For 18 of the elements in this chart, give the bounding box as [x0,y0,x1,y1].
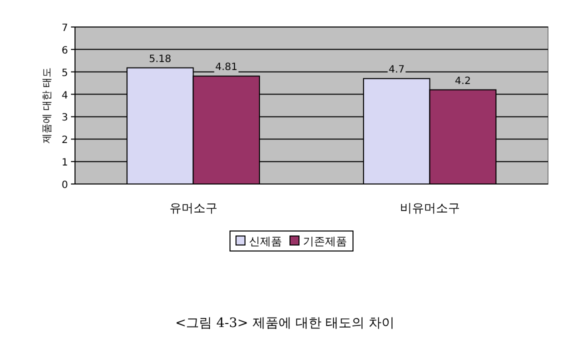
legend-label: 기존제품 [303,235,347,248]
data-label: 4.2 [454,76,471,87]
data-label: 5.18 [149,54,172,65]
y-tick-label: 1 [62,158,68,169]
data-label: 4.7 [388,64,405,76]
x-tick-label: 유머소구 [169,201,218,215]
y-tick-label: 4 [62,90,68,102]
y-tick-label: 5 [62,68,68,79]
text: <그림 4-3> 제품에 대한 태도의 차이 [175,316,395,331]
legend-label: 신제품 [249,235,282,248]
y-tick-label: 7 [62,23,68,34]
y-tick-label: 2 [62,135,68,146]
y-tick-label: 3 [62,112,68,124]
y-tick-label: 6 [62,45,68,56]
y-tick-label: 0 [62,180,68,191]
x-tick-label: 비유머소구 [400,201,460,215]
data-label: 4.81 [215,62,238,74]
y-axis-title: 제품에 대한 태도 [42,67,53,144]
